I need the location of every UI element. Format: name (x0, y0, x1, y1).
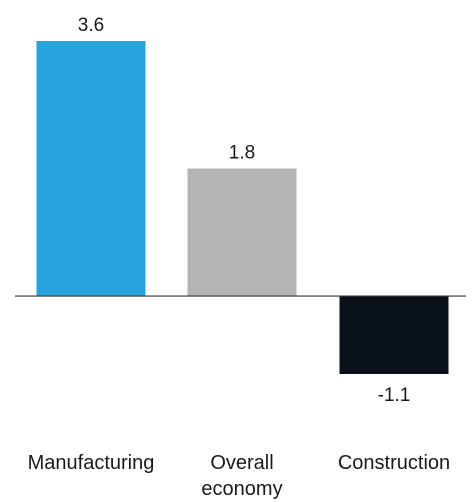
bar-overall-economy (187, 168, 297, 297)
category-label-manufacturing: Manufacturing (28, 452, 155, 474)
bar-manufacturing (36, 41, 146, 297)
labels-group: 3.6 Manufacturing 1.8 Overall economy -1.1 Con… (28, 15, 451, 500)
value-label-manufacturing: 3.6 (78, 15, 104, 36)
category-label-construction: Construction (338, 452, 450, 474)
value-label-overall-economy: 1.8 (229, 143, 255, 164)
value-label-construction: -1.1 (378, 385, 411, 406)
bar-construction (339, 296, 449, 374)
bars-group (36, 41, 449, 374)
category-label-overall-economy-line-2: economy (201, 478, 282, 500)
category-label-overall-economy-line-1: Overall (210, 452, 273, 474)
